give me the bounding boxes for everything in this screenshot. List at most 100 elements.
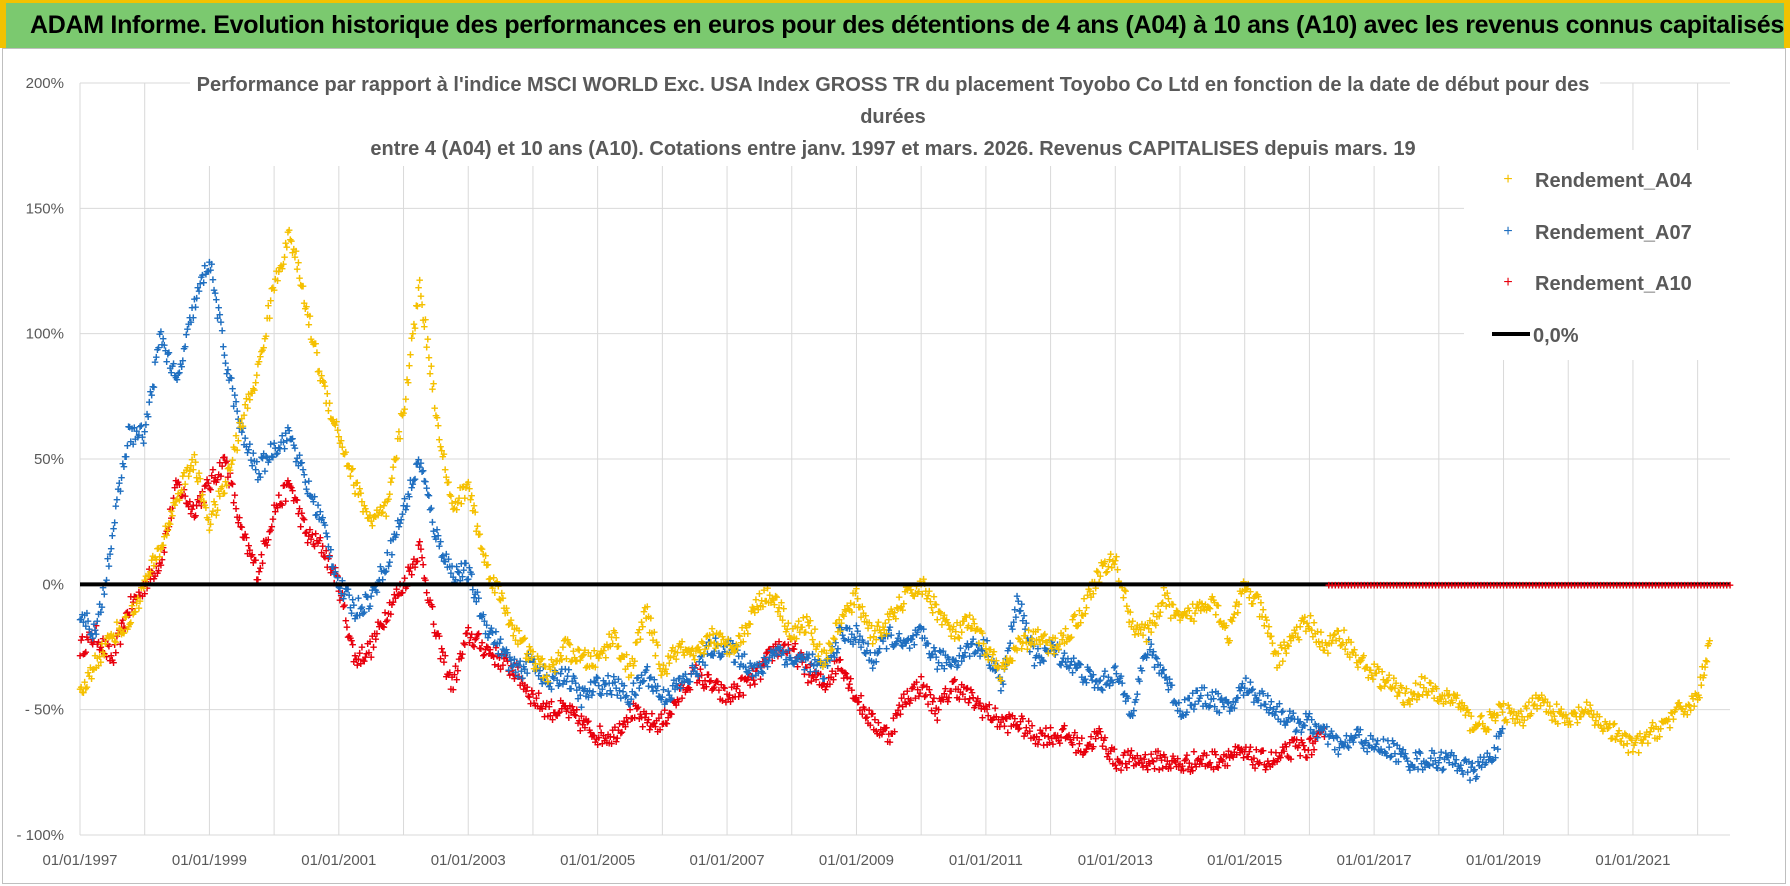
point-a10: + — [1023, 720, 1031, 735]
point-a10: + — [399, 585, 407, 600]
point-a10: + — [1176, 756, 1184, 771]
point-a10: + — [156, 555, 164, 570]
point-a10: + — [951, 672, 959, 687]
point-a10: + — [194, 492, 202, 507]
point-a10: + — [81, 646, 89, 661]
point-a10: + — [867, 718, 875, 733]
point-a10: + — [1293, 732, 1301, 747]
point-a10: + — [1079, 747, 1087, 762]
point-a10: + — [1005, 707, 1013, 722]
point-a10: + — [678, 691, 686, 706]
point-a10: + — [816, 677, 824, 692]
point-a10: + — [865, 703, 873, 718]
point-a10: + — [236, 510, 244, 525]
point-a10: + — [1182, 752, 1190, 767]
point-a10: + — [525, 688, 533, 703]
point-a10: + — [255, 564, 263, 579]
point-a10: + — [899, 699, 907, 714]
point-a10: + — [404, 560, 412, 575]
point-a10: + — [513, 655, 521, 670]
point-a10: + — [946, 684, 954, 699]
point-a04: + — [631, 653, 639, 668]
point-a04: + — [326, 396, 334, 411]
point-a10: + — [302, 525, 310, 540]
point-a10: + — [468, 627, 476, 642]
point-a10: + — [858, 706, 866, 721]
point-a10: + — [511, 671, 519, 686]
point-a10: + — [1231, 745, 1239, 760]
point-a10: + — [1060, 721, 1068, 736]
point-a10: + — [1212, 747, 1220, 762]
point-a10: + — [478, 635, 486, 650]
point-a10: + — [856, 702, 864, 717]
point-a10: + — [248, 547, 256, 562]
point-a10: + — [1009, 708, 1017, 723]
point-a07: + — [148, 387, 156, 402]
point-a10: + — [663, 716, 671, 731]
point-a10: + — [964, 680, 972, 695]
point-a10: + — [707, 673, 715, 688]
point-a07: + — [180, 341, 188, 356]
point-a10: + — [566, 698, 574, 713]
point-a07: + — [77, 611, 85, 626]
point-a10: + — [147, 572, 155, 587]
point-a10: + — [545, 699, 553, 714]
point-a10: + — [402, 581, 410, 596]
point-a10: + — [99, 631, 107, 646]
point-a10: + — [1192, 759, 1200, 774]
point-a07: + — [90, 617, 98, 632]
point-a10: + — [991, 700, 999, 715]
point-a10: + — [515, 669, 523, 684]
point-a07: + — [133, 423, 141, 438]
point-a10: + — [1044, 729, 1052, 744]
point-a10: + — [1004, 725, 1012, 740]
point-a10: + — [204, 475, 212, 490]
point-a04: + — [654, 638, 662, 653]
x-tick-label: 01/01/1997 — [42, 852, 117, 869]
point-a10: + — [514, 660, 522, 675]
point-a07: + — [112, 499, 120, 514]
legend-label-a04: Rendement_A04 — [1535, 170, 1693, 192]
point-a10: + — [861, 701, 869, 716]
point-a10: + — [1318, 722, 1326, 737]
point-a10: + — [736, 685, 744, 700]
point-a10: + — [304, 535, 312, 550]
point-a10: + — [408, 567, 416, 582]
point-a10: + — [798, 654, 806, 669]
point-a10: + — [1274, 751, 1282, 766]
point-a10: + — [572, 708, 580, 723]
point-a10: + — [961, 691, 969, 706]
point-a10: + — [892, 706, 900, 721]
point-a10: + — [637, 707, 645, 722]
point-a10: + — [1055, 733, 1063, 748]
point-a10: + — [947, 684, 955, 699]
point-a10: + — [984, 708, 992, 723]
point-a10: + — [126, 607, 134, 622]
point-a10: + — [1159, 760, 1167, 775]
point-a10: + — [831, 653, 839, 668]
point-a10: + — [1088, 741, 1096, 756]
point-a10: + — [852, 690, 860, 705]
point-a07: + — [161, 337, 169, 352]
point-a10: + — [765, 642, 773, 657]
x-tick-label: 01/01/2001 — [301, 852, 376, 869]
point-a10: + — [802, 660, 810, 675]
point-a10: + — [260, 534, 268, 549]
point-a10: + — [120, 620, 128, 635]
point-a10: + — [141, 586, 149, 601]
point-a10: + — [766, 642, 774, 657]
point-a10: + — [94, 636, 102, 651]
point-a10: + — [1087, 729, 1095, 744]
point-a07: + — [122, 449, 130, 464]
point-a10: + — [1012, 718, 1020, 733]
point-a10: + — [587, 725, 595, 740]
point-a10: + — [551, 705, 559, 720]
point-a10: + — [303, 525, 311, 540]
point-a10: + — [1106, 752, 1114, 767]
point-a10: + — [371, 626, 379, 641]
point-a10: + — [1131, 751, 1139, 766]
point-a04: + — [427, 359, 435, 374]
point-a10: + — [618, 724, 626, 739]
point-a07: + — [79, 607, 87, 622]
point-a10: + — [960, 680, 968, 695]
